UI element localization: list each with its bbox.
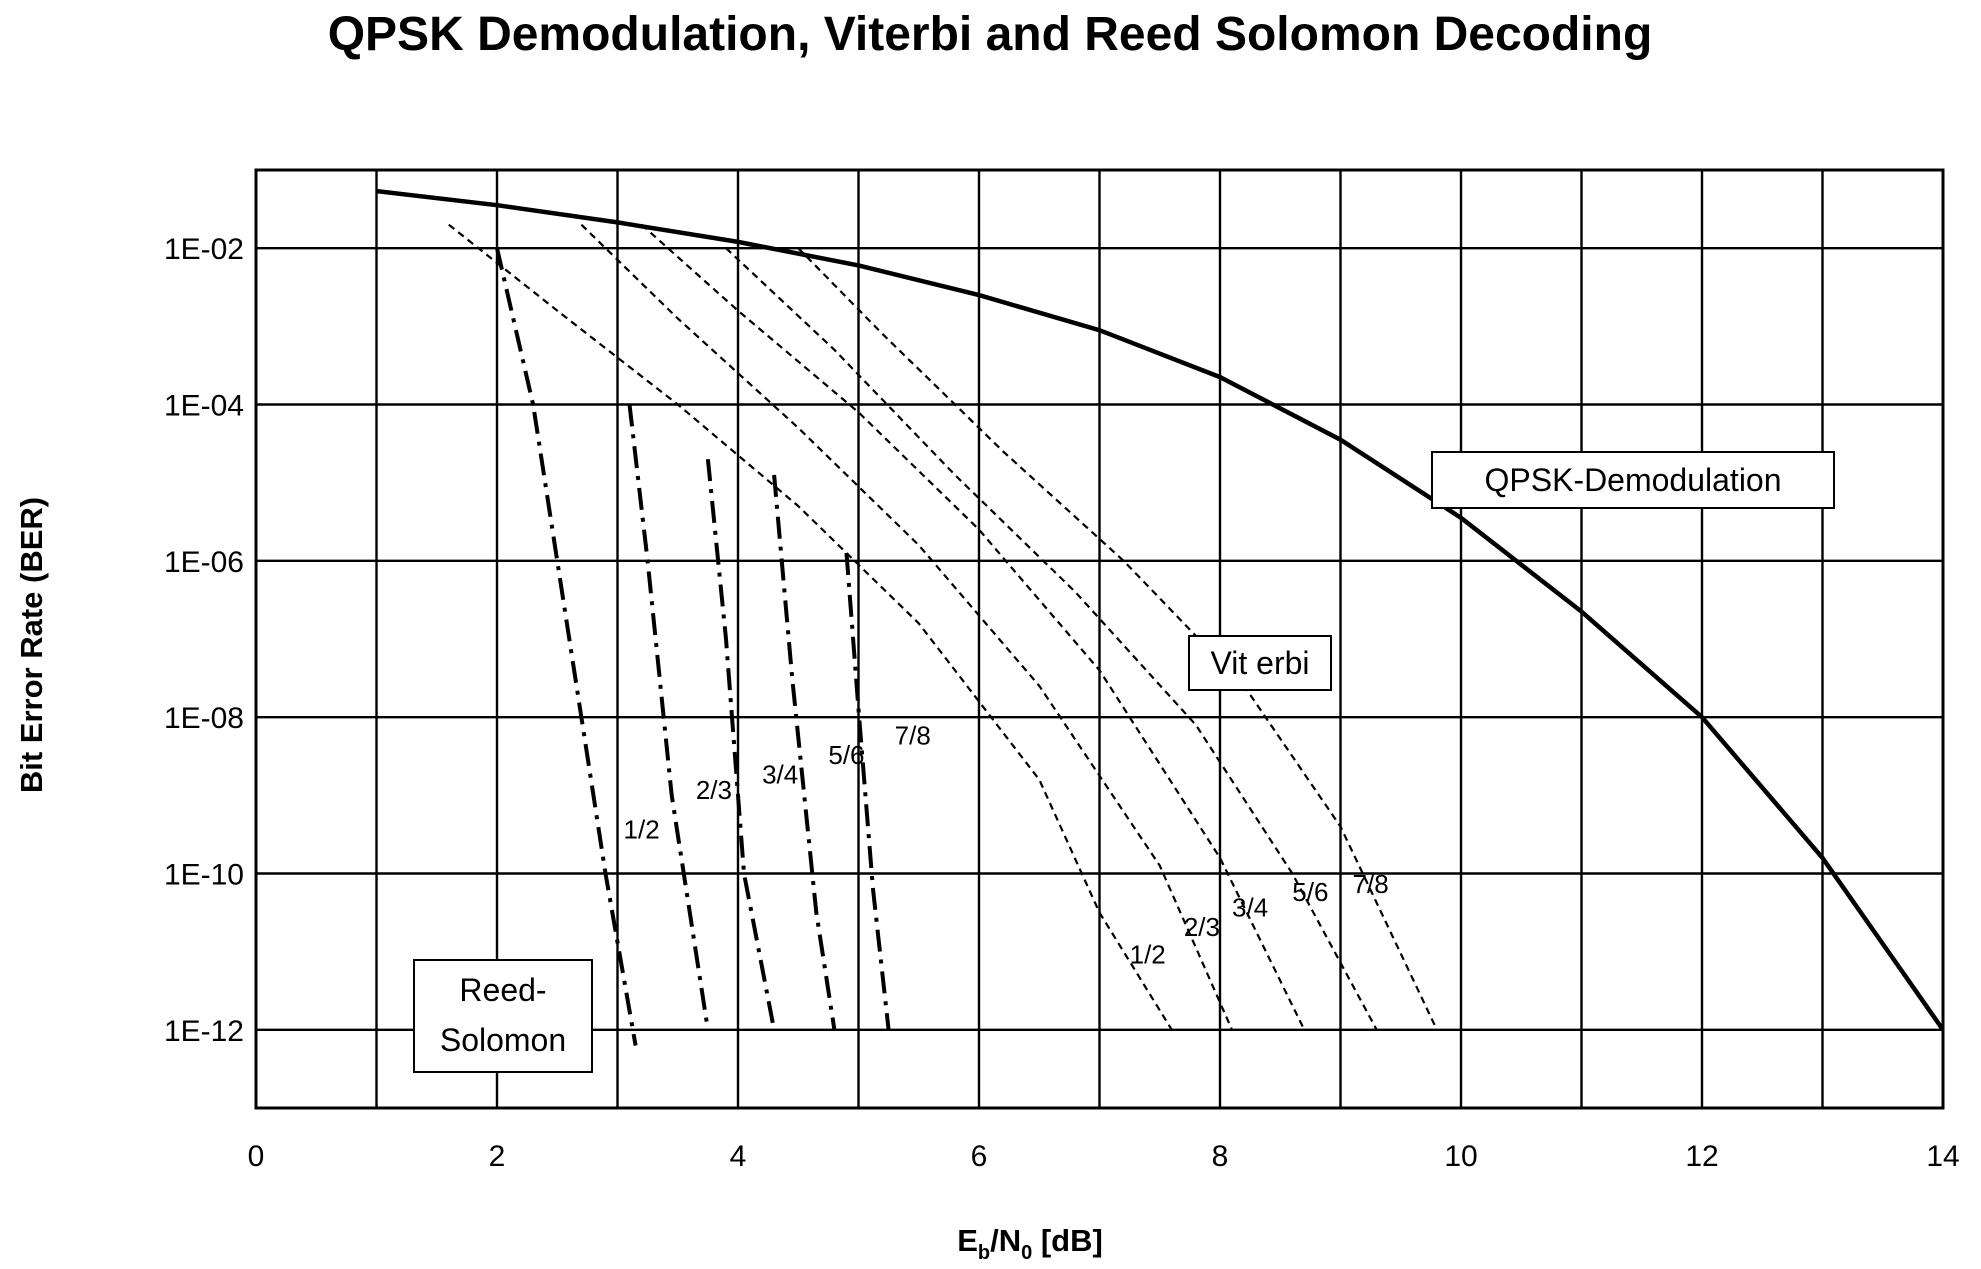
y-tick-label: 1E-08: [164, 702, 244, 735]
reed-solomon-line-7-8: [844, 552, 891, 1031]
x-axis-label-slash-n: /N: [990, 1223, 1021, 1258]
rs-rate-label: 2/3: [696, 775, 732, 805]
x-axis-label-sub-b: b: [978, 1242, 990, 1264]
reed-solomon-line-5-6: [772, 474, 837, 1031]
viterbi-rate-label: 1/2: [1130, 939, 1166, 969]
annotation-viterbi: Vit erbi: [1188, 635, 1332, 691]
y-tick-label: 1E-06: [164, 546, 244, 579]
viterbi-rate-label: 2/3: [1184, 912, 1220, 942]
y-tick-label: 1E-02: [164, 233, 244, 266]
x-tick-label: 14: [1926, 1140, 1959, 1173]
y-tick-label: 1E-12: [164, 1015, 244, 1048]
rs-rate-label: 3/4: [762, 760, 798, 790]
viterbi-rate-label: 3/4: [1232, 892, 1268, 922]
y-tick-label: 1E-04: [164, 390, 244, 423]
annotation-reed-line2: Solomon: [440, 1022, 566, 1058]
viterbi-line-5-6: [725, 247, 1378, 1031]
annotation-reed-line1: Reed-: [459, 972, 546, 1008]
viterbi-rate-label: 5/6: [1292, 877, 1328, 907]
y-axis-label: Bit Error Rate (BER): [14, 497, 49, 793]
annotation-qpsk: QPSK-Demodulation: [1431, 451, 1835, 509]
x-tick-label: 12: [1685, 1140, 1718, 1173]
rs-rate-label: 1/2: [624, 814, 660, 844]
reed-solomon-line-2-3: [627, 404, 710, 1031]
rs-rate-label: 5/6: [828, 740, 864, 770]
rs-rate-label: 7/8: [895, 721, 931, 751]
x-axis-label: Eb/N0 [dB]: [957, 1223, 1103, 1264]
annotation-qpsk-box: [1431, 451, 1835, 509]
x-tick-label: 6: [971, 1140, 988, 1173]
x-tick-label: 0: [248, 1140, 265, 1173]
x-axis-label-e: E: [957, 1223, 978, 1258]
qpsk-series-group: [376, 188, 1945, 1032]
annotation-reed-solomon-box: [413, 959, 593, 1073]
viterbi-line-7-8: [797, 247, 1438, 1031]
x-axis-ticks: 0 2 4 6 8 10 12 14: [248, 1140, 1960, 1173]
x-tick-label: 8: [1212, 1140, 1229, 1173]
viterbi-line-2-3: [580, 223, 1234, 1031]
viterbi-line-1-2: [448, 223, 1173, 1031]
reed-solomon-series-group: [495, 247, 891, 1046]
x-axis-label-sub-0: 0: [1021, 1242, 1032, 1264]
viterbi-line-3-4: [640, 223, 1306, 1031]
x-axis-label-unit: [dB]: [1032, 1223, 1103, 1258]
annotation-viterbi-box: [1188, 635, 1332, 691]
chart-title: QPSK Demodulation, Viterbi and Reed Solo…: [328, 8, 1653, 61]
y-tick-label: 1E-10: [164, 859, 244, 892]
reed-solomon-line-3-4: [705, 458, 777, 1031]
x-tick-label: 4: [730, 1140, 747, 1173]
annotation-viterbi-text: Vit erbi: [1210, 645, 1309, 681]
qpsk-line: [376, 188, 1945, 1032]
reed-solomon-line-1-2: [495, 247, 638, 1046]
y-axis-ticks: 1E-02 1E-04 1E-06 1E-08 1E-10 1E-12: [164, 233, 244, 1048]
x-tick-label: 2: [489, 1140, 506, 1173]
annotation-reed-solomon: Reed- Solomon: [413, 959, 593, 1073]
rate-labels: 1/2 2/3 3/4 5/6 7/8 1/2 2/3 3/4 5/6 7/8: [624, 721, 1389, 970]
plot-frame: [254, 168, 1945, 1110]
viterbi-series-group: [448, 223, 1438, 1031]
viterbi-rate-label: 7/8: [1353, 869, 1389, 899]
annotation-qpsk-text: QPSK-Demodulation: [1484, 462, 1781, 498]
x-tick-label: 10: [1444, 1140, 1477, 1173]
